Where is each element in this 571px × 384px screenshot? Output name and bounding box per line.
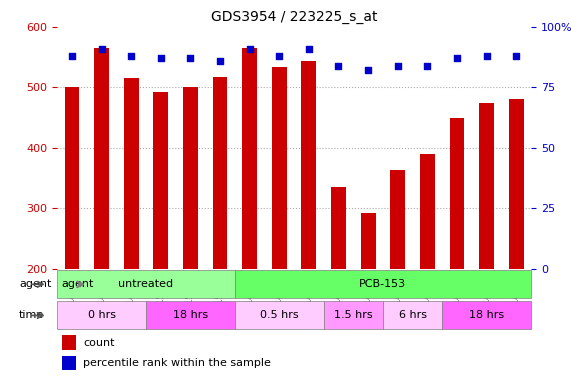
Bar xyxy=(183,87,198,269)
Text: 1.5 hrs: 1.5 hrs xyxy=(334,310,373,321)
Text: time: time xyxy=(19,310,45,321)
Point xyxy=(482,53,491,59)
Bar xyxy=(62,335,76,350)
Point xyxy=(97,46,106,52)
Bar xyxy=(65,87,79,269)
Point xyxy=(127,53,136,59)
FancyBboxPatch shape xyxy=(442,301,531,329)
Point xyxy=(452,55,461,61)
Text: 18 hrs: 18 hrs xyxy=(173,310,208,321)
Bar xyxy=(94,48,109,269)
Text: percentile rank within the sample: percentile rank within the sample xyxy=(83,358,271,368)
Point xyxy=(364,67,373,73)
Bar xyxy=(391,170,405,269)
Bar xyxy=(449,118,464,269)
Text: PCB-153: PCB-153 xyxy=(359,279,407,290)
Text: count: count xyxy=(83,338,115,348)
FancyBboxPatch shape xyxy=(146,301,235,329)
Text: 18 hrs: 18 hrs xyxy=(469,310,504,321)
Point xyxy=(67,53,77,59)
Bar xyxy=(62,356,76,371)
FancyBboxPatch shape xyxy=(235,270,531,298)
Bar xyxy=(212,77,227,269)
Point xyxy=(393,63,403,69)
FancyBboxPatch shape xyxy=(383,301,442,329)
Bar xyxy=(509,99,524,269)
Point xyxy=(423,63,432,69)
Bar xyxy=(331,187,346,269)
Point xyxy=(512,53,521,59)
FancyBboxPatch shape xyxy=(57,301,146,329)
Text: agent: agent xyxy=(19,279,51,290)
Bar xyxy=(420,154,435,269)
Text: agent: agent xyxy=(62,279,94,290)
Text: 0.5 hrs: 0.5 hrs xyxy=(260,310,299,321)
Point xyxy=(156,55,166,61)
Text: untreated: untreated xyxy=(118,279,174,290)
Point xyxy=(215,58,224,64)
Title: GDS3954 / 223225_s_at: GDS3954 / 223225_s_at xyxy=(211,10,377,25)
Text: 6 hrs: 6 hrs xyxy=(399,310,427,321)
FancyBboxPatch shape xyxy=(57,270,235,298)
Point xyxy=(334,63,343,69)
FancyBboxPatch shape xyxy=(324,301,383,329)
Point xyxy=(275,53,284,59)
Bar xyxy=(272,68,287,269)
Bar xyxy=(479,103,494,269)
Text: 0 hrs: 0 hrs xyxy=(87,310,115,321)
Bar xyxy=(124,78,139,269)
Point xyxy=(186,55,195,61)
Bar xyxy=(242,48,257,269)
Bar xyxy=(361,213,376,269)
FancyBboxPatch shape xyxy=(235,301,324,329)
Bar xyxy=(301,61,316,269)
Bar xyxy=(154,92,168,269)
Point xyxy=(304,46,313,52)
Point xyxy=(245,46,254,52)
